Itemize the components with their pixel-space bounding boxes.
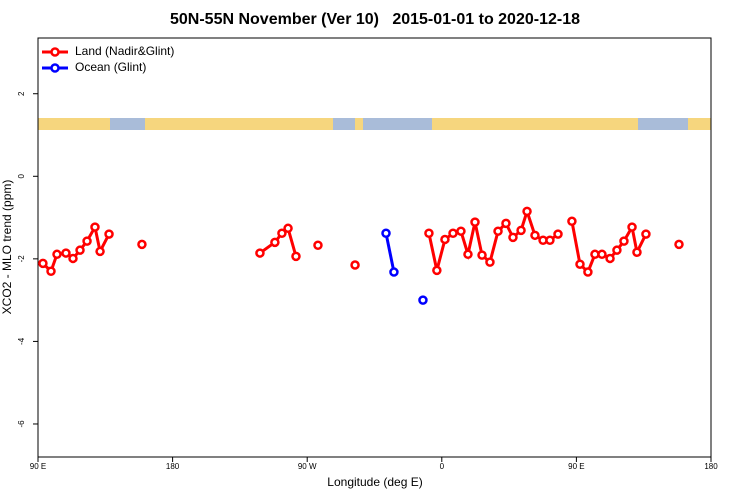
land-strip [355,118,363,130]
point [605,253,615,264]
point [485,257,495,267]
plot-frame [37,37,712,458]
point [137,239,147,250]
x-tick-label: 180 [166,462,180,471]
y-tick-label: -4 [17,337,26,345]
y-tick-label: 2 [17,91,26,96]
legend-label: Land (Nadir&Glint) [75,44,174,58]
point [545,235,555,246]
point [553,229,563,239]
point [418,295,428,305]
point [277,228,287,239]
point [313,240,323,250]
x-tick-label: 90 E [30,462,46,471]
x-tick-label: 90 E [568,462,584,471]
point [463,249,473,260]
point [350,260,360,270]
point [516,225,526,236]
series-line [386,233,423,300]
point [508,232,518,243]
point [619,236,629,246]
point [632,247,642,257]
point [597,249,607,260]
point [440,234,450,245]
x-axis-label: Longitude (deg E) [327,475,422,489]
point [470,217,480,227]
point [432,265,442,276]
point [612,245,622,255]
point [583,267,593,277]
x-tick-label: 180 [704,462,718,471]
land-strip [145,118,333,130]
point [448,228,458,239]
point [522,206,532,217]
point [575,259,585,269]
legend-marker [50,63,60,73]
legend-marker [50,47,60,57]
point [389,267,399,277]
point [381,228,391,239]
land-strip [432,118,638,130]
point [52,249,62,260]
point [501,218,511,229]
point [424,228,434,239]
point [104,229,114,239]
point [46,266,56,276]
y-axis-label: XCO2 - MLO trend (ppm) [0,180,14,315]
point [95,246,105,257]
point [38,258,48,269]
point [90,222,100,232]
point [493,226,503,236]
y-tick-label: -2 [17,255,26,263]
y-tick-label: -6 [17,420,26,428]
land-strip [688,118,711,130]
point [567,216,577,227]
point [627,222,637,232]
legend-label: Ocean (Glint) [75,60,146,74]
land-strip [38,118,110,130]
point [283,223,293,234]
point [82,236,92,246]
x-tick-label: 90 W [298,462,317,471]
chart-title: 50N-55N November (Ver 10) 2015-01-01 to … [170,11,580,28]
point [75,245,85,255]
point [530,230,540,241]
land-ocean-strip [38,118,711,130]
point [674,239,684,250]
point [255,248,265,258]
point [291,251,301,262]
y-tick-label: 0 [17,174,26,179]
point [456,226,466,236]
point [641,229,651,239]
point [61,248,71,258]
point [68,253,78,264]
point [270,237,280,248]
point [477,250,487,260]
x-tick-label: 0 [440,462,445,471]
